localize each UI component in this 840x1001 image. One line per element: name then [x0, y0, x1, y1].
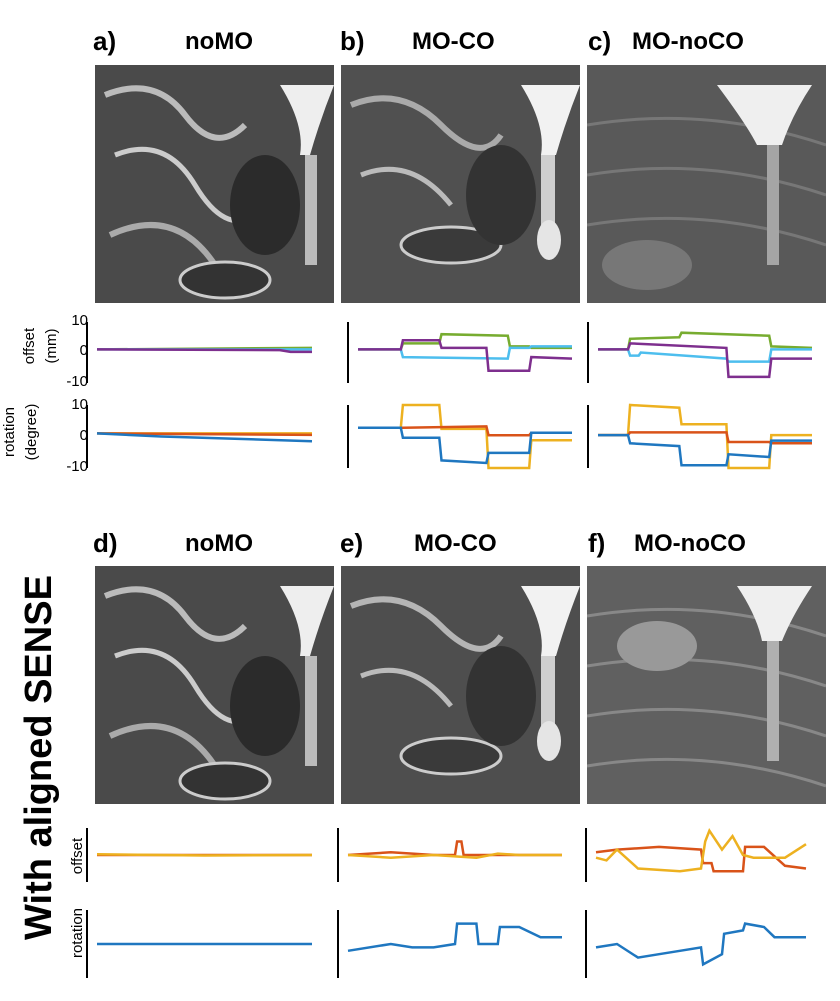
panel-title-d: noMO	[185, 530, 253, 557]
mri-image-d	[95, 566, 334, 804]
offset-tick-minus10: -10	[66, 373, 88, 390]
offset-tick-0: 0	[79, 342, 88, 359]
series-f-offset-orange	[595, 845, 807, 873]
panel-title-f: MO-noCO	[634, 530, 746, 557]
mri-image-f	[587, 566, 826, 804]
series-e-offset-orange	[347, 840, 562, 857]
mri-image-e	[341, 566, 580, 804]
series-c-offset-3	[598, 342, 812, 379]
mri-image-a	[95, 65, 334, 303]
panel-title-e: MO-CO	[414, 530, 497, 557]
panel-label-d: d)	[93, 528, 118, 558]
offset-tick-10: 10	[71, 312, 88, 329]
series-d-offset-yellow	[96, 852, 313, 857]
rotation-tick-10: 10	[71, 396, 88, 413]
panel-label-e: e)	[340, 528, 364, 558]
series-b-rotation-3	[358, 426, 572, 465]
series-b-offset-2	[358, 345, 572, 360]
series-f-offset-yellow	[595, 828, 807, 873]
panel-label-f: f)	[588, 528, 606, 558]
series-b-rotation-1	[358, 403, 572, 470]
rotation-tick-minus10: -10	[66, 458, 88, 475]
panel-title-a: noMO	[185, 28, 253, 55]
series-b-offset-3	[358, 339, 573, 373]
panel-label-c: c)	[588, 26, 612, 56]
panel-label-b: b)	[340, 26, 365, 56]
mri-image-c	[587, 65, 826, 303]
series-c-rotation-3	[598, 433, 812, 467]
series-c-offset-2	[598, 348, 812, 363]
series-a-rotation-2	[96, 432, 313, 437]
series-e-rotation-blue	[347, 922, 562, 953]
series-f-rotation-blue	[595, 922, 806, 967]
series-c-rotation-1	[598, 403, 812, 470]
panel-title-c: MO-noCO	[632, 28, 744, 55]
rotation-tick-0: 0	[79, 427, 88, 444]
panel-label-a: a)	[93, 26, 117, 56]
series-a-rotation-3	[96, 432, 313, 443]
panel-title-b: MO-CO	[412, 28, 495, 55]
mri-image-b	[341, 65, 580, 303]
series-e-offset-yellow	[347, 852, 562, 859]
series-a-offset-3	[96, 348, 312, 354]
